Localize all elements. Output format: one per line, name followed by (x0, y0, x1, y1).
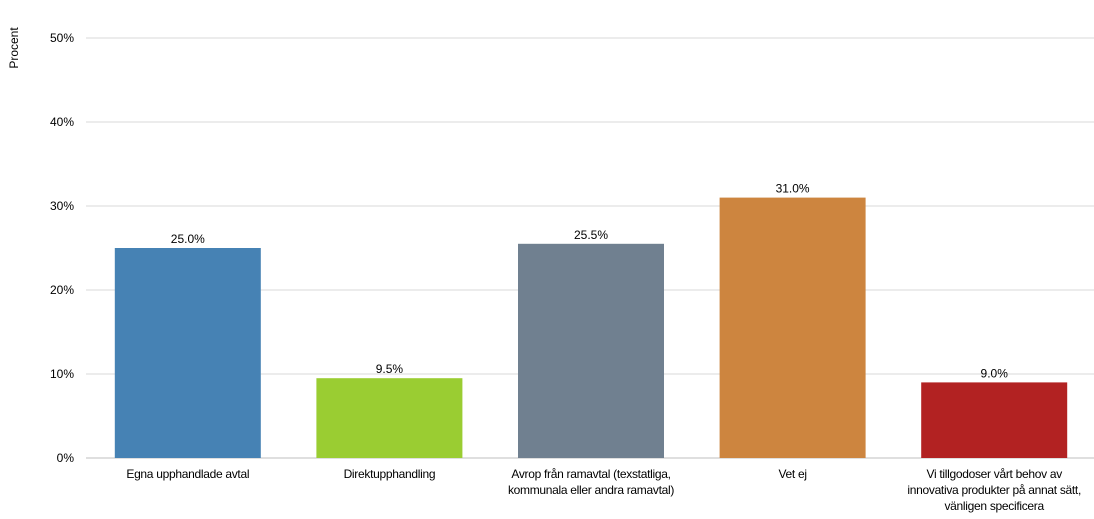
x-tick-label: Vi tillgodoser vårt behov av innovativa p… (894, 466, 1094, 514)
x-tick-label-line: vänligen specificera (944, 499, 1044, 513)
y-axis-label: Procent (7, 27, 21, 69)
bar (719, 197, 866, 458)
y-tick-label: 20% (50, 283, 74, 297)
y-axis-ticks: 0% 10% 20% 30% 40% 50% (50, 31, 74, 465)
data-labels: 25.0% 9.5% 25.5% 31.0% 9.0% (171, 182, 1008, 381)
data-label: 25.5% (574, 228, 608, 242)
data-label: 31.0% (776, 182, 810, 196)
data-label: 9.5% (376, 362, 404, 376)
bar (518, 243, 664, 458)
bar (114, 248, 261, 458)
x-tick-label-line: innovativa produkter på annat sätt, (907, 483, 1081, 497)
y-tick-label: 10% (50, 367, 74, 381)
x-tick-label: Vet ej (693, 466, 893, 482)
data-label: 25.0% (171, 232, 205, 246)
bar (316, 378, 463, 458)
bars (114, 197, 1068, 458)
x-tick-label: Avrop från ramavtal (texstatliga, kommuna… (491, 466, 691, 498)
x-tick-label: Direktupphandling (289, 466, 489, 482)
y-tick-label: 40% (50, 115, 74, 129)
x-tick-label-line: Vet ej (778, 467, 807, 481)
x-tick-label: Egna upphandlade avtal (88, 466, 288, 482)
x-tick-label-line: Egna upphandlade avtal (126, 467, 250, 481)
x-tick-label-line: Avrop från ramavtal (texstatliga, (511, 467, 671, 481)
y-tick-label: 30% (50, 199, 74, 213)
y-tick-label: 0% (57, 451, 75, 465)
x-tick-label-line: kommunala eller andra ramavtal) (507, 483, 675, 497)
x-tick-label-line: Vi tillgodoser vårt behov av (926, 467, 1062, 481)
y-tick-label: 50% (50, 31, 74, 45)
x-tick-label-line: Direktupphandling (343, 467, 436, 481)
bar (921, 382, 1068, 458)
data-label: 9.0% (981, 366, 1009, 380)
